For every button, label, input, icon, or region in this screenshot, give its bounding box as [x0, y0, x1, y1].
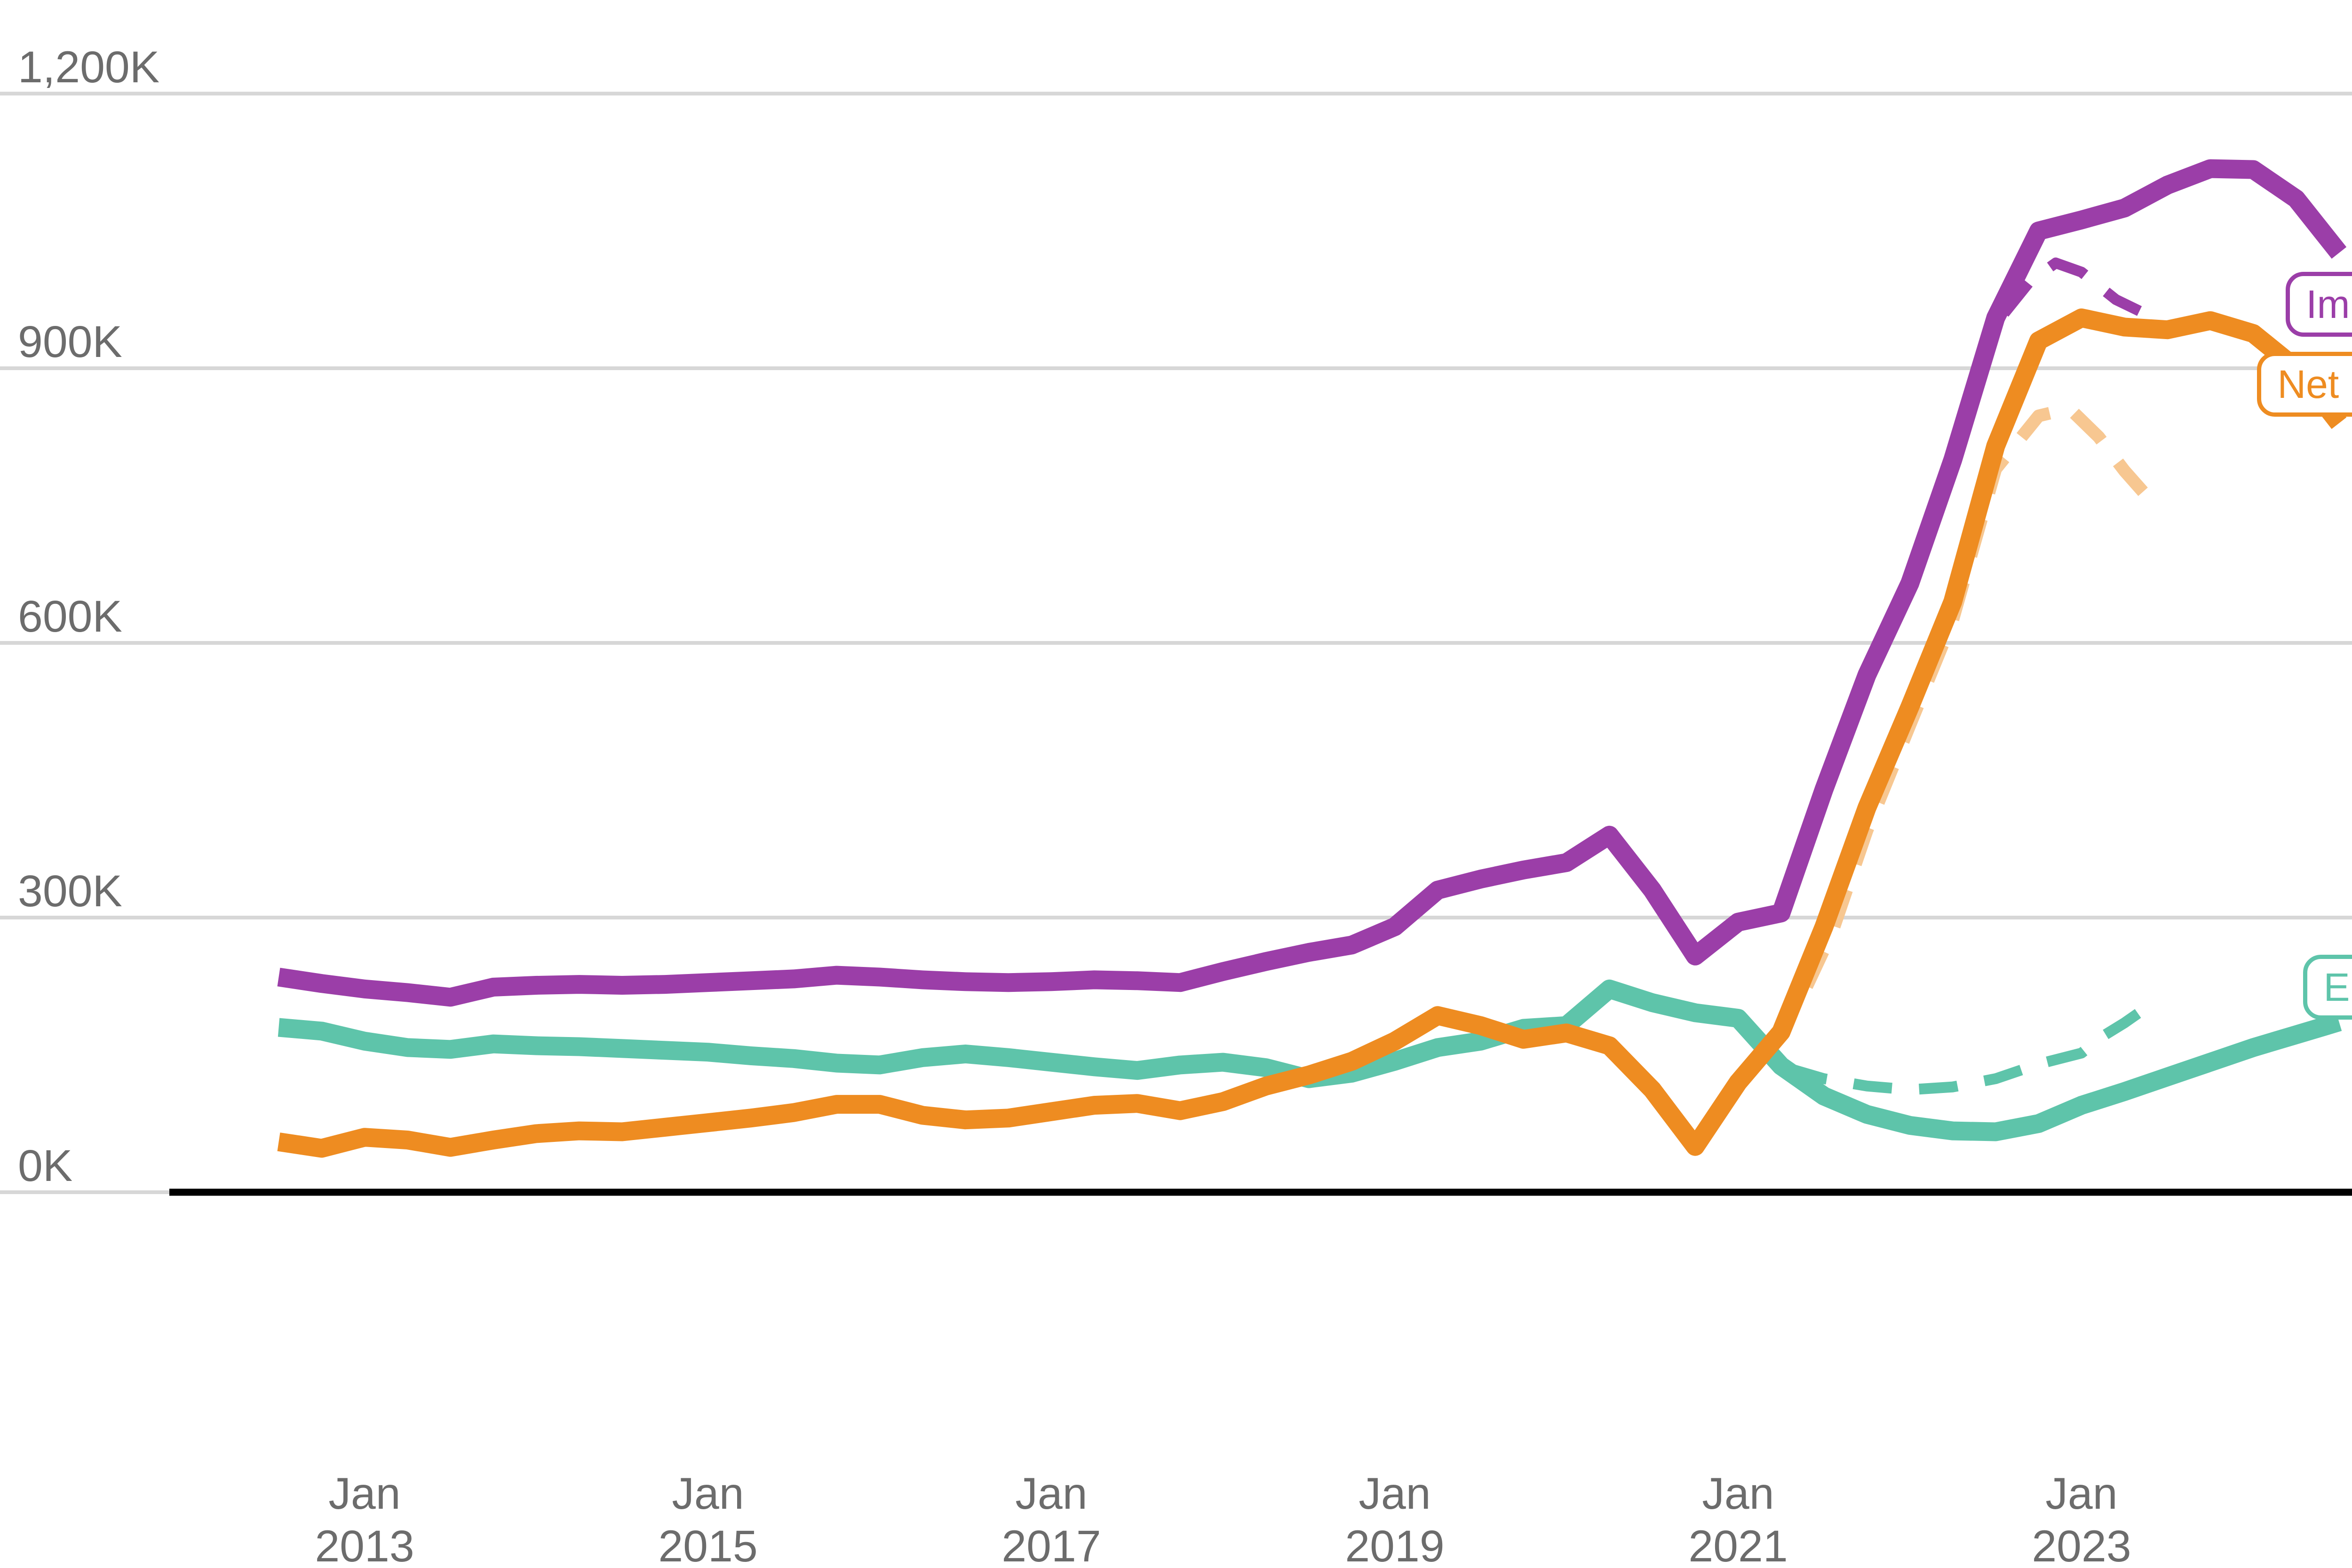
y-tick-label-0K: 0K	[18, 1141, 72, 1191]
series-line-net-migration	[277, 308, 2347, 1158]
x-tick-label-2021: Jan 2021	[1688, 1469, 1788, 1568]
series-label-net-migration: Net migration	[2257, 352, 2352, 417]
series-line-emigration-dashed-	[1788, 1003, 2150, 1095]
series-line-immigration-dashed-	[2000, 257, 2156, 323]
series-line-emigration	[278, 979, 2342, 1141]
x-tick-label-2013: Jan 2013	[315, 1469, 414, 1568]
x-tick-label-2017: Jan 2017	[1001, 1469, 1101, 1568]
x-tick-label-2023: Jan 2023	[2032, 1469, 2131, 1568]
series-label-emigration: Emigration	[2303, 955, 2352, 1020]
x-tick-label-2019: Jan 2019	[1345, 1469, 1444, 1568]
y-tick-label-900K: 900K	[18, 317, 122, 367]
series-label-immigration: Immigration	[2286, 272, 2352, 337]
x-tick-label-2015: Jan 2015	[658, 1469, 757, 1568]
y-tick-label-300K: 300K	[18, 866, 122, 916]
y-tick-label-600K: 600K	[18, 592, 122, 641]
y-tick-label-1,200K: 1,200K	[18, 42, 159, 92]
series-line-immigration	[277, 159, 2347, 1007]
